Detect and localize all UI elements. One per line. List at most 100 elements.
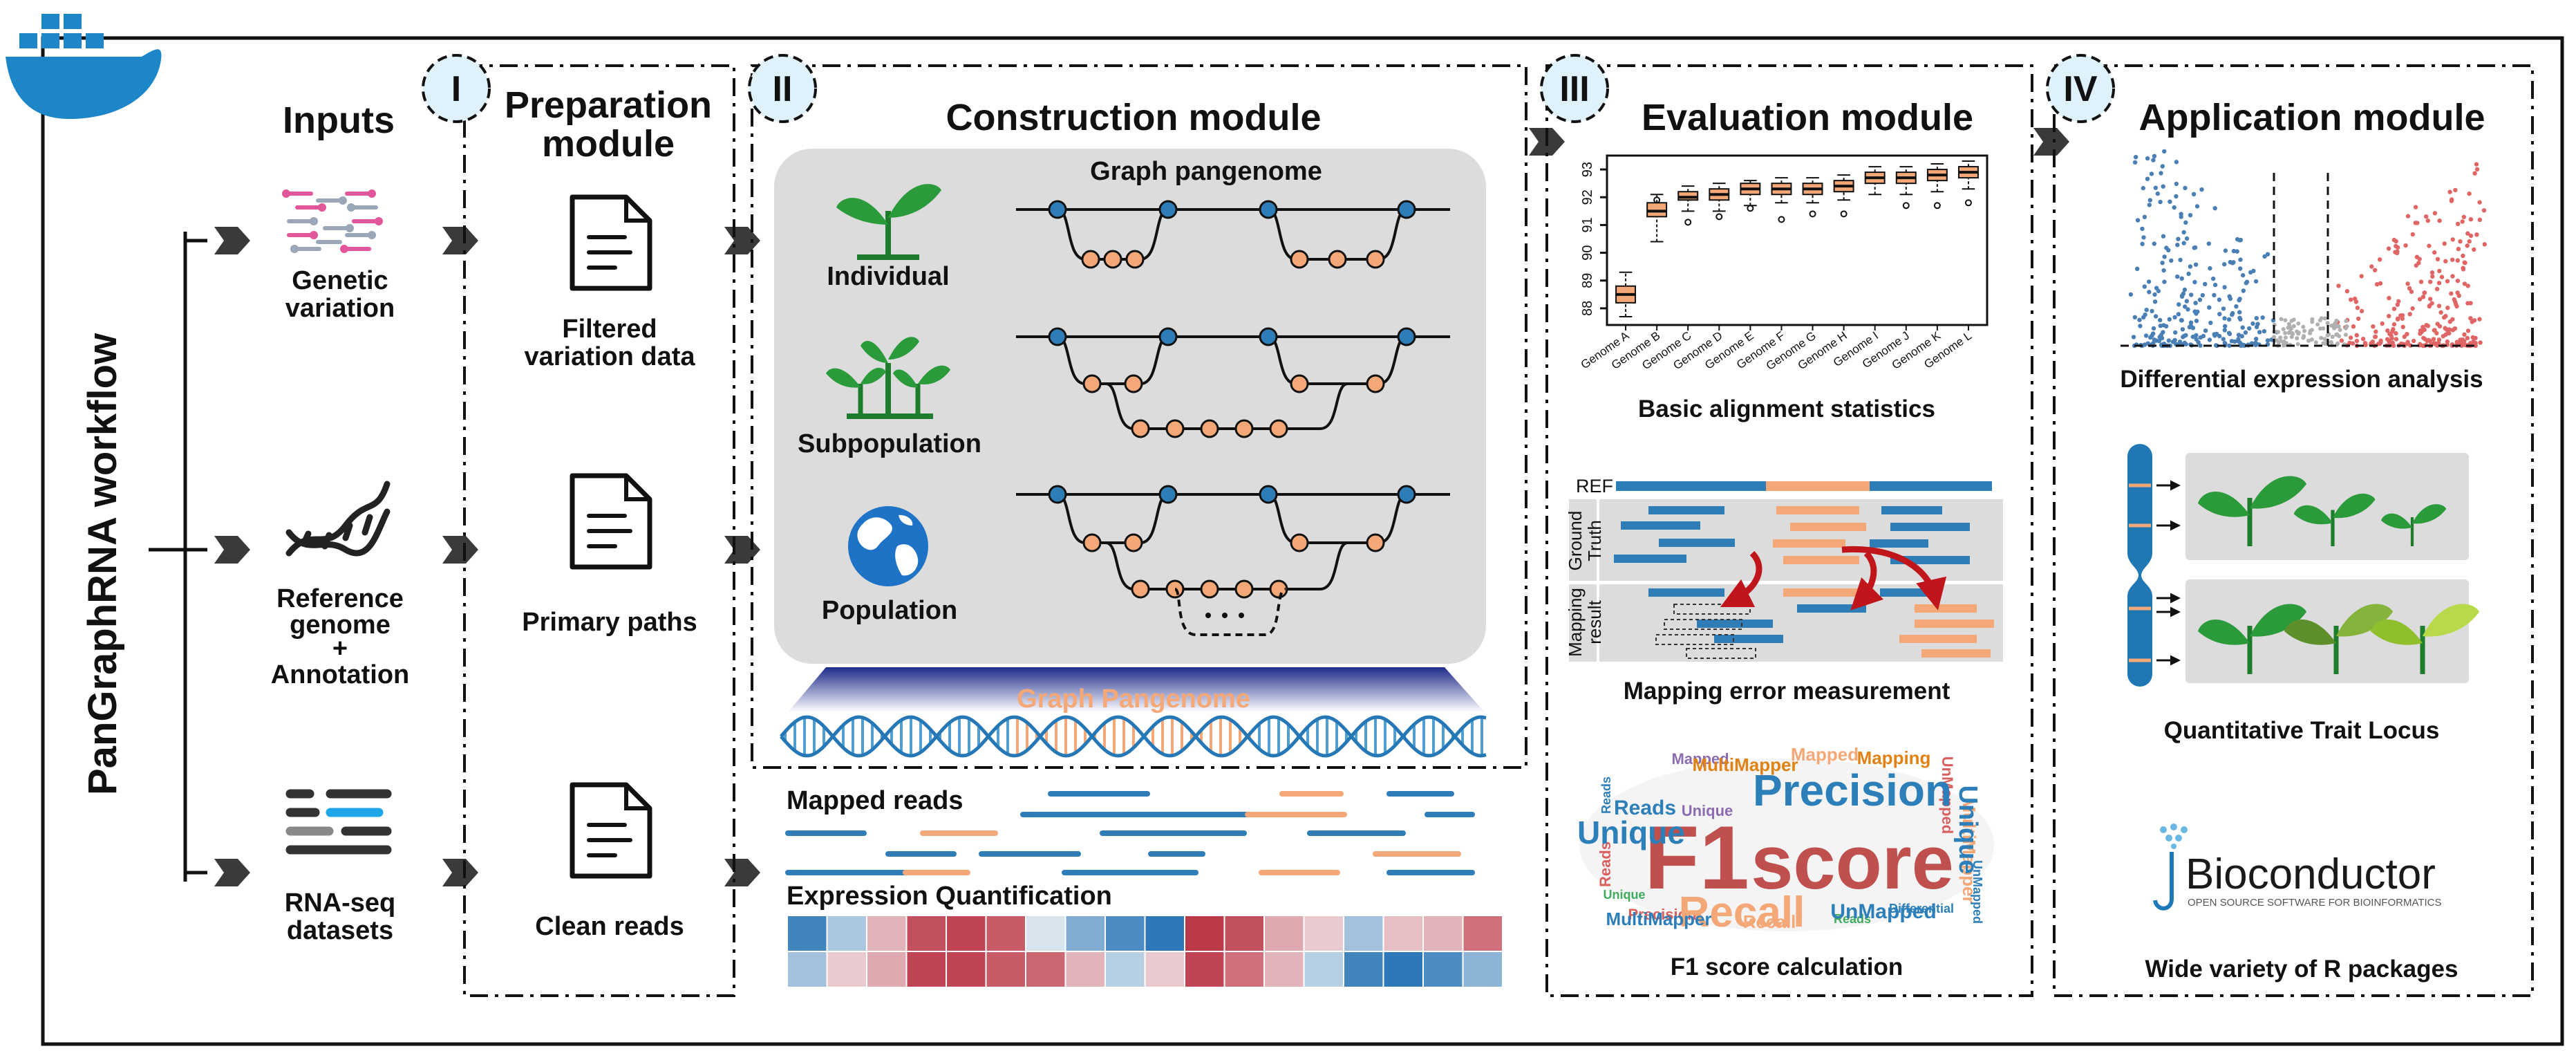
volcano-point	[2227, 343, 2232, 348]
wordcloud-word: Precision	[1628, 906, 1696, 923]
wordcloud-unique: Unique	[1577, 815, 1685, 850]
volcano-point	[2390, 340, 2395, 345]
volcano-point	[2403, 243, 2408, 248]
volcano-point	[2207, 337, 2212, 342]
volcano-point	[2437, 268, 2442, 274]
volcano-point	[2177, 341, 2182, 346]
volcano-point	[2189, 292, 2194, 297]
volcano-point	[2281, 327, 2286, 332]
volcano-point	[2461, 253, 2465, 259]
outer-frame	[41, 36, 2564, 1046]
volcano-point	[2330, 335, 2335, 340]
mapping-result-label: Mappingresult	[1565, 588, 1605, 657]
volcano-point	[2371, 324, 2376, 329]
wordcloud-word: Recall	[1743, 911, 1796, 932]
heatmap-cell	[827, 952, 866, 987]
volcano-point	[2229, 339, 2235, 344]
volcano-point	[2251, 268, 2256, 273]
badge-ii: II	[748, 54, 817, 123]
graph-node	[1048, 327, 1067, 346]
volcano-point	[2282, 339, 2286, 344]
graph-edge	[1105, 382, 1348, 430]
flow-arrow	[442, 536, 478, 564]
volcano-point	[2193, 301, 2198, 306]
volcano-point	[2362, 341, 2368, 346]
volcano-point	[2387, 295, 2391, 301]
flow-arrow	[214, 859, 250, 886]
volcano-point	[2237, 297, 2242, 301]
bioconductor-logo: Bioconductor OPEN SOURCE SOFTWARE FOR BI…	[2153, 824, 2442, 911]
volcano-point	[2166, 338, 2171, 343]
subpopulation-plant-icon	[826, 337, 950, 419]
graph-node	[1397, 200, 1416, 219]
volcano-point	[2461, 266, 2465, 270]
volcano-point	[2306, 338, 2311, 343]
heatmap-cell	[1066, 952, 1104, 987]
volcano-point	[2161, 268, 2166, 273]
graph-pangenome-title: Graph pangenome	[1090, 157, 1322, 186]
volcano-point	[2429, 301, 2434, 306]
y-tick-label: 88	[1580, 301, 1595, 316]
volcano-point	[2244, 279, 2250, 284]
volcano-point	[2453, 299, 2458, 304]
volcano-point	[2310, 317, 2315, 322]
docker-logo	[6, 14, 162, 119]
volcano-point	[2333, 323, 2338, 328]
volcano-point	[2221, 306, 2226, 311]
flow-arrow	[724, 859, 760, 886]
badge-iii: III	[1540, 54, 1609, 123]
outlier-point	[1964, 199, 1972, 207]
volcano-point	[2135, 266, 2140, 271]
graph-edge	[1268, 493, 1407, 544]
volcano-point	[2173, 330, 2178, 335]
volcano-point	[2373, 335, 2378, 340]
volcano-point	[2416, 261, 2421, 266]
evaluation-heading: Evaluation module	[1642, 97, 1973, 138]
volcano-point	[2410, 232, 2415, 237]
volcano-point	[2193, 262, 2199, 267]
wordcloud-word: Reads	[1597, 841, 1614, 887]
wordcloud-word: Mapping	[1857, 747, 1931, 768]
filtered-variation-label: Filtered variation data	[524, 315, 695, 371]
volcano-point	[2319, 335, 2324, 340]
volcano-point	[2307, 331, 2312, 335]
wordcloud-f1: F1	[1644, 807, 1749, 908]
graph-node	[1131, 419, 1150, 438]
volcano-point	[2157, 335, 2162, 340]
heatmap-cell	[907, 952, 946, 987]
volcano-point	[2198, 343, 2203, 348]
volcano-point	[2226, 317, 2232, 322]
document-icon	[570, 782, 652, 879]
volcano-point	[2439, 275, 2445, 279]
volcano-point	[2318, 326, 2322, 331]
flow-arrow	[2033, 128, 2069, 156]
flow-arrow	[214, 536, 250, 564]
volcano-point	[2477, 200, 2482, 205]
wordcloud-word: MultiMapper	[1959, 797, 1980, 903]
outlier-point	[1840, 210, 1848, 218]
volcano-point	[2394, 331, 2398, 336]
graph-node	[1290, 374, 1309, 393]
mapped-reads-label: Mapped reads	[787, 786, 963, 815]
volcano-point	[2194, 333, 2199, 338]
svg-text:II: II	[773, 69, 793, 109]
volcano-point	[2178, 257, 2183, 263]
volcano-point	[2188, 320, 2194, 325]
volcano-point	[2208, 320, 2213, 325]
volcano-point	[2222, 262, 2227, 267]
volcano-point	[2389, 336, 2394, 341]
volcano-point	[2158, 317, 2163, 323]
flow-arrow	[442, 227, 478, 254]
heatmap-cell	[1026, 952, 1065, 987]
volcano-point	[2152, 299, 2158, 304]
heatmap-cell	[1344, 916, 1383, 951]
r-packages-label: Wide variety of R packages	[2145, 956, 2459, 983]
volcano-point	[2201, 333, 2206, 339]
volcano-point	[2472, 171, 2477, 176]
graph-node	[1103, 250, 1122, 269]
volcano-point	[2453, 187, 2458, 193]
wordcloud-word: Differential	[1889, 902, 1954, 915]
wordcloud-word: Reads	[1599, 776, 1613, 814]
volcano-point	[2151, 326, 2156, 331]
